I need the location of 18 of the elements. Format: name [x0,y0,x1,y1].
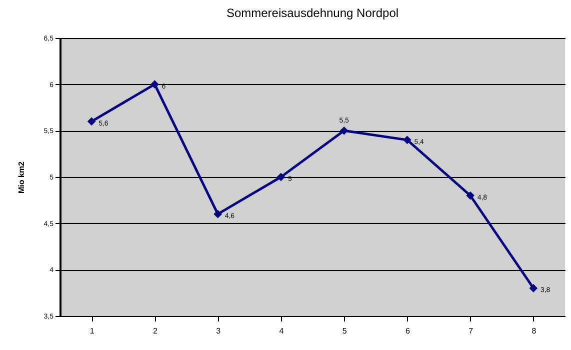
x-tick-label: 3 [216,326,222,336]
x-tick-label: 8 [532,326,537,336]
y-axis-title: Mio km2 [16,160,26,194]
x-tick-label: 6 [405,326,410,336]
point [87,117,96,126]
chart-title: Sommereisausdehnung Nordpol [226,6,399,20]
x-tick-label: 2 [152,326,158,336]
point [340,126,348,135]
point [276,172,286,182]
x-tick-label: 1 [90,326,95,336]
x-tick-label: 4 [279,326,284,336]
point [466,191,474,200]
point [214,210,222,218]
x-tick-label: 7 [468,326,474,336]
point [529,284,538,292]
point [150,80,159,89]
point [403,136,412,144]
x-tick-label: 5 [342,326,348,336]
